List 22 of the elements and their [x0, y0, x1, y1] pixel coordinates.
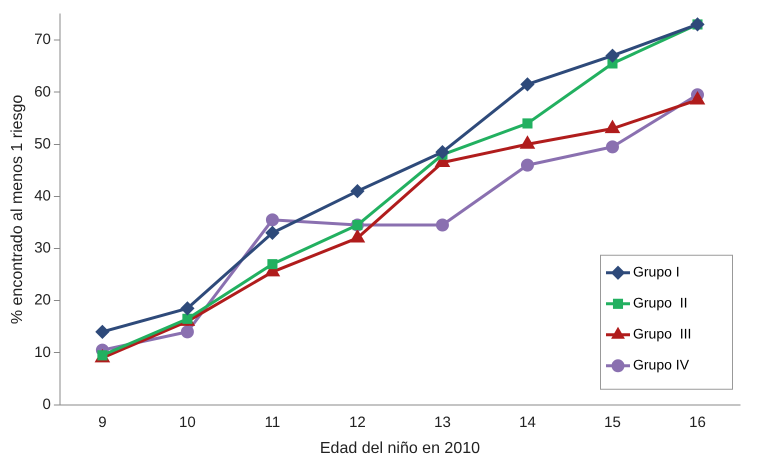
y-tick-label: 60 [34, 83, 51, 100]
y-tick-label: 20 [34, 292, 51, 309]
x-tick-label: 10 [179, 414, 196, 431]
y-axis-title: % encontrado al menos 1 riesgo [9, 94, 26, 324]
y-tick-label: 30 [34, 240, 51, 257]
y-tick-label: 10 [34, 344, 51, 361]
x-tick-label: 14 [519, 414, 536, 431]
y-tick-label: 50 [34, 135, 51, 152]
y-tick-label: 70 [34, 31, 51, 48]
y-tick-label: 0 [42, 396, 51, 413]
y-tick-label: 40 [34, 188, 51, 205]
legend-label: Grupo IV [633, 356, 690, 373]
x-axis-title: Edad del niño en 2010 [320, 440, 480, 457]
x-tick-label: 12 [349, 414, 366, 431]
legend-label: Grupo I [633, 264, 680, 280]
x-tick-label: 11 [264, 414, 280, 431]
x-tick-label: 9 [98, 414, 107, 431]
x-tick-label: 16 [689, 414, 706, 431]
x-tick-label: 15 [604, 414, 621, 431]
legend-label: Grupo II [633, 294, 688, 311]
x-tick-label: 13 [434, 414, 451, 431]
legend-label: Grupo III [633, 326, 692, 342]
